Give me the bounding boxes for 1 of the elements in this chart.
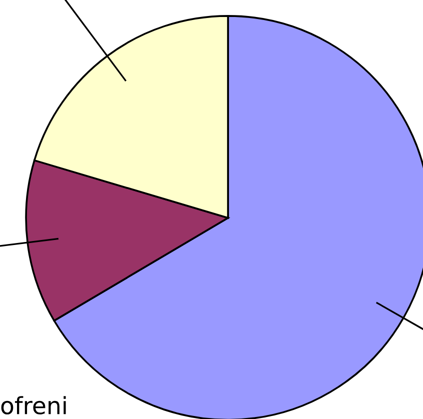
text: ofreni [1, 396, 66, 414]
